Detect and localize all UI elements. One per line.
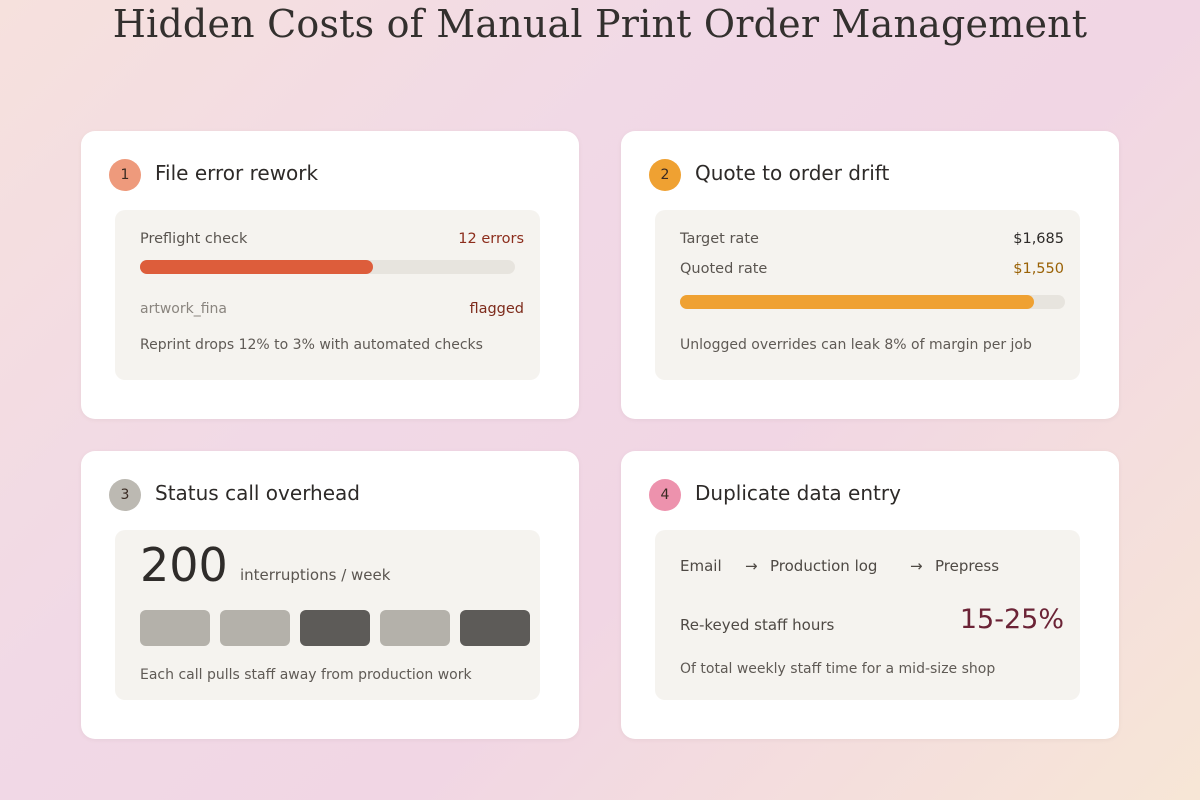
card-title: File error rework	[155, 161, 319, 185]
rate-progress-fill	[680, 295, 1035, 309]
interruption-count: 200	[140, 538, 228, 592]
flow-step-prepress: Prepress	[935, 557, 1000, 575]
quote-to-order-drift-card: 2 Quote to order drift Target rate $1,68…	[621, 131, 1119, 419]
preflight-panel: Preflight check 12 errors artwork_fina f…	[115, 210, 540, 380]
file-name: artwork_fina	[140, 301, 227, 317]
call-block	[460, 610, 530, 646]
step-badge: 2	[649, 159, 681, 191]
call-block	[220, 610, 290, 646]
file-error-rework-card: 1 File error rework Preflight check 12 e…	[81, 131, 579, 419]
flow-step-email: Email	[680, 557, 722, 575]
interruption-unit: interruptions / week	[240, 566, 391, 584]
rate-panel: Target rate $1,685 Quoted rate $1,550 Un…	[655, 210, 1080, 380]
target-rate-value: $1,685	[1013, 231, 1064, 247]
card-title: Quote to order drift	[695, 161, 890, 185]
call-block	[380, 610, 450, 646]
card-title: Duplicate data entry	[695, 481, 901, 505]
card-title: Status call overhead	[155, 481, 360, 505]
card-note: Of total weekly staff time for a mid-siz…	[680, 661, 996, 677]
call-block	[140, 610, 210, 646]
preflight-progress-track	[140, 260, 515, 274]
step-badge: 4	[649, 479, 681, 511]
duplicate-data-entry-card: 4 Duplicate data entry Email → Productio…	[621, 451, 1119, 739]
page-title: Hidden Costs of Manual Print Order Manag…	[112, 2, 1088, 46]
calls-panel: 200 interruptions / week Each call pulls…	[115, 530, 540, 700]
target-rate-label: Target rate	[680, 231, 759, 247]
error-count: 12 errors	[458, 231, 524, 247]
card-note: Unlogged overrides can leak 8% of margin…	[680, 337, 1032, 353]
file-status-flag: flagged	[469, 301, 524, 317]
rate-progress-track	[680, 295, 1065, 309]
data-entry-panel: Email → Production log → Prepress Re-key…	[655, 530, 1080, 700]
rekeyed-hours-value: 15-25%	[959, 604, 1064, 635]
quoted-rate-value: $1,550	[1013, 261, 1064, 277]
rekeyed-hours-label: Re-keyed staff hours	[680, 616, 835, 634]
flow-step-production-log: Production log	[770, 557, 878, 575]
status-call-overhead-card: 3 Status call overhead 200 interruptions…	[81, 451, 579, 739]
card-note: Each call pulls staff away from producti…	[140, 667, 472, 683]
preflight-check-label: Preflight check	[140, 231, 248, 247]
call-block	[300, 610, 370, 646]
flow-arrow: →	[745, 557, 758, 575]
card-note: Reprint drops 12% to 3% with automated c…	[140, 337, 483, 353]
quoted-rate-label: Quoted rate	[680, 261, 768, 277]
preflight-progress-fill	[140, 260, 373, 274]
flow-arrow: →	[910, 557, 923, 575]
step-badge: 3	[109, 479, 141, 511]
step-badge: 1	[109, 159, 141, 191]
